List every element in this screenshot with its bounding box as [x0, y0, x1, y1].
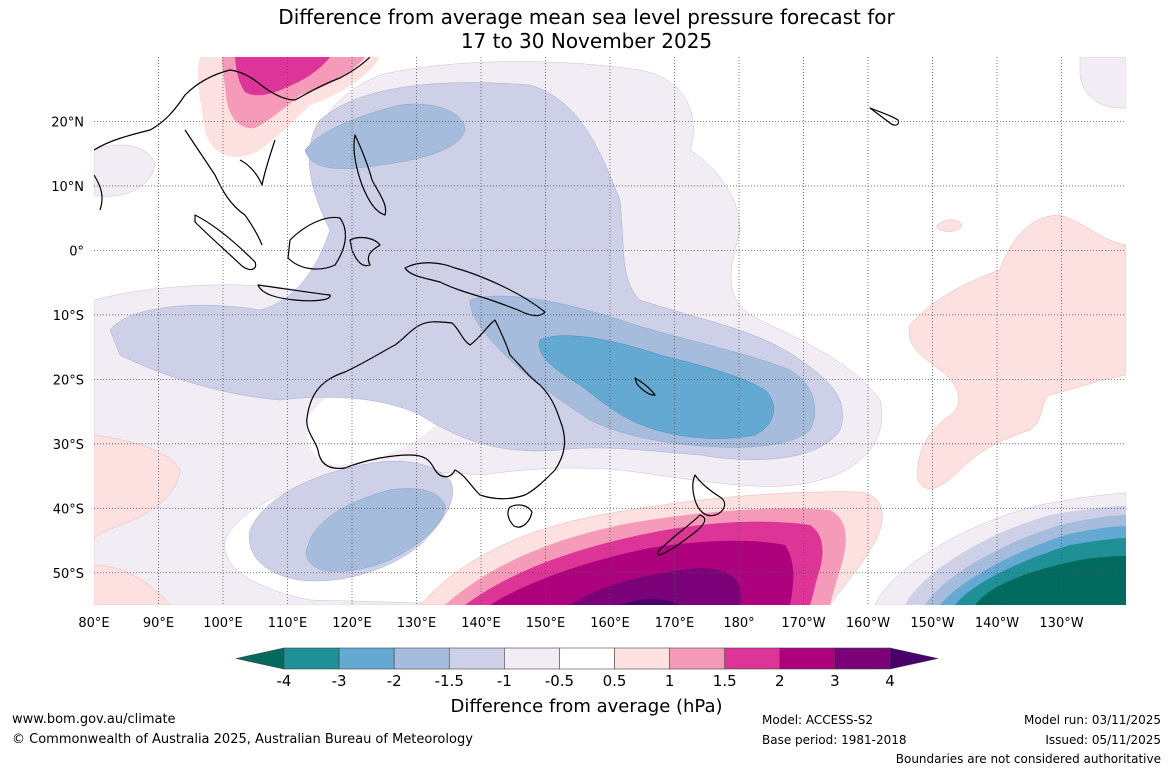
- colorbar-tick-label: -0.5: [545, 672, 574, 690]
- colorbar-swatch: [338, 647, 395, 670]
- new-zealand-north-island: [692, 474, 726, 517]
- chart-title: Difference from average mean sea level p…: [0, 5, 1173, 53]
- colorbar-swatch: [504, 647, 560, 670]
- colorbar-swatch: [834, 647, 891, 670]
- anomaly-region-minus-1.5-south: [306, 488, 446, 572]
- longitude-label: 140°W: [975, 616, 1019, 631]
- anomaly-region-minus-0.5-northwest: [94, 144, 156, 197]
- longitude-label: 170°W: [781, 616, 825, 631]
- new-zealand-south-island: [656, 514, 706, 556]
- colorbar: -4 -3 -2 -1.5 -1 -0.5 0.5 1 1.5 2 3 4: [235, 647, 939, 690]
- anomaly-region-plus-0.5-east: [908, 214, 1126, 489]
- longitude-labels: 80°E 90°E 100°E 110°E 120°E 130°E 140°E 150°E 16…: [78, 616, 1083, 631]
- longitude-label: 160°W: [846, 616, 890, 631]
- longitude-label: 90°E: [143, 616, 174, 631]
- anomaly-region-minus-2: [538, 335, 774, 439]
- anomaly-region-minus-1.5-north: [304, 103, 466, 169]
- colorbar-swatch: [779, 647, 836, 670]
- new-caledonia: [634, 377, 656, 396]
- latitude-label: 40°S: [53, 502, 84, 517]
- colorbar-tick-label: -1: [497, 672, 512, 690]
- title-line-2: 17 to 30 November 2025: [460, 29, 713, 53]
- footer-issued: Issued: 05/11/2025: [1045, 733, 1161, 747]
- latitude-label: 10°S: [53, 309, 84, 324]
- longitude-label: 170°E: [655, 616, 695, 631]
- mainland-asia-coastline: [94, 57, 371, 246]
- longitude-label: 130°W: [1039, 616, 1083, 631]
- footer-base-period: Base period: 1981-2018: [762, 733, 907, 747]
- gridlines: [94, 57, 1126, 605]
- title-line-1: Difference from average mean sea level p…: [278, 5, 895, 29]
- colorbar-tick-label: -1.5: [435, 672, 464, 690]
- colorbar-swatch: [448, 647, 505, 670]
- java-coastline: [257, 284, 331, 302]
- colorbar-swatch: [283, 647, 340, 670]
- longitude-label: 140°E: [461, 616, 501, 631]
- latitude-label: 20°N: [51, 115, 84, 130]
- philippines-coastline: [353, 134, 387, 216]
- longitude-label: 150°W: [910, 616, 954, 631]
- tasmania-coastline: [507, 504, 533, 528]
- longitude-label: 160°E: [590, 616, 630, 631]
- anomaly-region-plus-0.5-small: [936, 219, 963, 232]
- footer-copyright: © Commonwealth of Australia 2025, Austra…: [12, 732, 473, 747]
- longitude-label: 120°E: [332, 616, 372, 631]
- colorbar-swatch: [614, 647, 670, 670]
- longitude-label: 130°E: [397, 616, 437, 631]
- colorbar-tick-label: 0.5: [603, 672, 627, 690]
- colorbar-title: Difference from average (hPa): [450, 696, 723, 717]
- anomaly-region-plus-0.5-southwest: [94, 564, 171, 605]
- anomaly-region-minus-0.5-northeast: [1079, 57, 1126, 109]
- colorbar-tick-label: 3: [830, 672, 840, 690]
- footer-model: Model: ACCESS-S2: [762, 713, 874, 727]
- colorbar-swatch: [559, 647, 615, 670]
- anomaly-region-plus-3-south: [570, 568, 741, 605]
- map-area: [94, 57, 1126, 605]
- anomaly-region-plus-0.5-west: [94, 434, 181, 541]
- footer-disclaimer: Boundaries are not considered authoritat…: [895, 752, 1161, 766]
- latitude-label: 0°: [69, 244, 84, 259]
- latitude-labels: 20°N 10°N 0° 10°S 20°S 30°S 40°S 50°S: [51, 115, 84, 581]
- longitude-label: 80°E: [78, 616, 109, 631]
- borneo-coastline: [287, 216, 347, 270]
- sulawesi-coastline: [349, 236, 381, 267]
- anomaly-region-plus-1.5-north: [235, 57, 330, 96]
- colorbar-swatch: [393, 647, 450, 670]
- colorbar-tick-label: 1: [665, 672, 675, 690]
- colorbar-swatch: [669, 647, 726, 670]
- longitude-label: 150°E: [526, 616, 566, 631]
- footer-website[interactable]: www.bom.gov.au/climate: [12, 712, 176, 727]
- colorbar-tick-label: 4: [885, 672, 895, 690]
- colorbar-high-arrow: [889, 647, 939, 670]
- latitude-label: 30°S: [53, 438, 84, 453]
- footer-model-run: Model run: 03/11/2025: [1023, 713, 1161, 727]
- australia-coastline: [306, 319, 566, 500]
- latitude-label: 20°S: [53, 373, 84, 388]
- longitude-label: 180°: [723, 616, 754, 631]
- anomaly-region-minus-4-southeast: [975, 556, 1126, 605]
- colorbar-swatch: [724, 647, 781, 670]
- colorbar-tick-label: 1.5: [713, 672, 737, 690]
- coastlines: [94, 57, 900, 556]
- latitude-label: 10°N: [51, 180, 84, 195]
- colorbar-tick-label: -4: [277, 672, 292, 690]
- longitude-label: 110°E: [268, 616, 308, 631]
- colorbar-tick-label: -3: [332, 672, 347, 690]
- anomaly-region-plus-4-south: [620, 599, 680, 605]
- latitude-label: 50°S: [53, 567, 84, 582]
- colorbar-tick-label: 2: [775, 672, 785, 690]
- longitude-label: 100°E: [203, 616, 243, 631]
- hawaii: [869, 107, 900, 126]
- colorbar-tick-label: -2: [387, 672, 402, 690]
- sumatra-coastline: [194, 214, 257, 271]
- colorbar-low-arrow: [235, 647, 285, 670]
- new-guinea-coastline: [404, 262, 546, 317]
